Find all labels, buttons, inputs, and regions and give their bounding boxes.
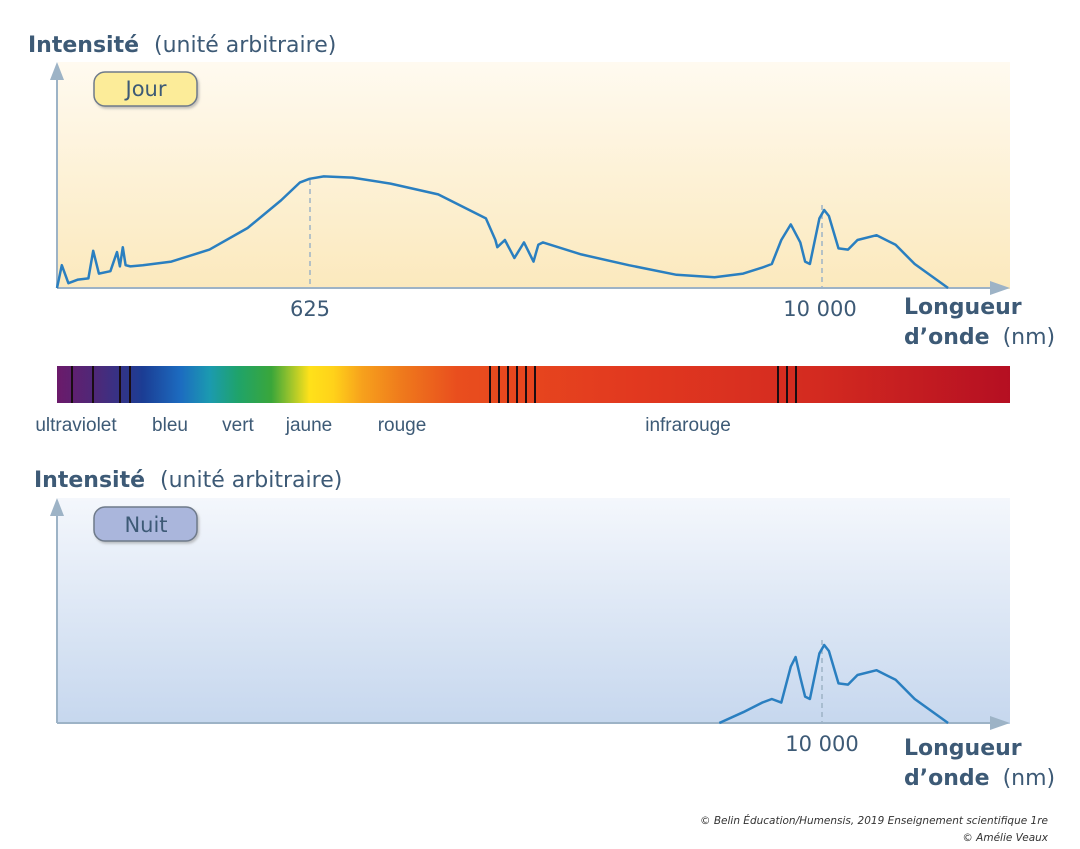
night-x-label-bold: d’onde xyxy=(904,766,990,791)
credit-line-1: © Belin Éducation/Humensis, 2019 Enseign… xyxy=(699,815,1048,827)
credit-line-2: © Amélie Veaux xyxy=(962,832,1048,844)
nuit-badge-label: Nuit xyxy=(124,513,167,537)
day-x-label-unit: (nm) xyxy=(1003,325,1056,350)
label-bleu: bleu xyxy=(152,415,188,436)
absorption-lines-uv xyxy=(71,366,131,403)
day-x-label-line1: Longueur xyxy=(904,295,1022,320)
spectrum-gradient xyxy=(57,366,1010,403)
day-y-label: Intensité (unité arbitraire) xyxy=(28,33,336,58)
label-jaune: jaune xyxy=(285,415,333,436)
day-x-label-line2: d’onde (nm) xyxy=(904,325,1055,350)
label-infrarouge: infrarouge xyxy=(645,415,731,436)
day-y-label-rest: (unité arbitraire) xyxy=(154,33,336,58)
day-spectrum-curve xyxy=(55,175,949,290)
day-background xyxy=(58,62,1010,289)
night-background xyxy=(58,498,1010,724)
night-x-label-line1: Longueur xyxy=(904,736,1022,761)
day-panel: Intensité (unité arbitraire) Jour 625 10… xyxy=(28,33,1055,350)
night-tick-10000: 10 000 xyxy=(785,732,858,756)
night-panel: Intensité (unité arbitraire) Nuit 10 000… xyxy=(34,468,1055,791)
day-tick-625: 625 xyxy=(290,297,330,321)
day-x-arrow xyxy=(990,281,1010,295)
night-x-label-line2: d’onde (nm) xyxy=(904,766,1055,791)
night-x-label-unit: (nm) xyxy=(1003,766,1056,791)
night-y-label-rest: (unité arbitraire) xyxy=(160,468,342,493)
night-y-label: Intensité (unité arbitraire) xyxy=(34,468,342,493)
absorption-lines-ir2 xyxy=(777,366,797,403)
spectrum-bar: ultraviolet bleu vert jaune rouge infrar… xyxy=(35,366,1010,436)
label-rouge: rouge xyxy=(378,415,427,436)
night-x-arrow xyxy=(990,716,1010,730)
day-y-label-bold: Intensité xyxy=(28,33,139,58)
label-vert: vert xyxy=(222,415,254,436)
day-tick-10000: 10 000 xyxy=(783,297,856,321)
absorption-lines-ir1 xyxy=(489,366,536,403)
jour-badge-label: Jour xyxy=(124,77,167,101)
day-x-label-bold: d’onde xyxy=(904,325,990,350)
label-ultraviolet: ultraviolet xyxy=(35,415,117,436)
jour-badge xyxy=(93,71,198,107)
night-y-arrow xyxy=(50,498,64,516)
night-y-label-bold: Intensité xyxy=(34,468,145,493)
night-spectrum-curve xyxy=(718,643,949,725)
nuit-badge xyxy=(93,506,198,542)
day-y-arrow xyxy=(50,62,64,80)
